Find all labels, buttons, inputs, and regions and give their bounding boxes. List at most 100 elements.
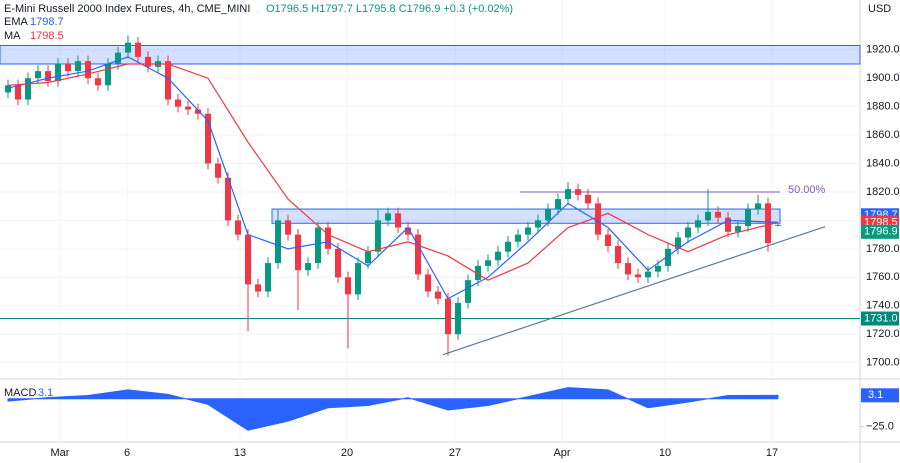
candle-body [595, 203, 601, 235]
candle-body [505, 241, 511, 252]
candle-body [585, 194, 591, 204]
indicator-line [7, 63, 779, 281]
legend-name: EMA [4, 16, 29, 28]
y-tick-label: 1820.0 [866, 186, 900, 198]
candle-body [725, 217, 731, 232]
candle-body [145, 56, 151, 67]
candle-body [705, 211, 711, 221]
candle-body [515, 234, 521, 242]
candle-body [775, 224, 781, 226]
zone [0, 45, 861, 65]
ohlc-readout: O1796.5 H1797.7 L1795.8 C1796.9 +0.3 (+0… [266, 3, 513, 15]
candle-body [195, 109, 201, 114]
legend-name: MA [4, 30, 21, 42]
candle-body [435, 291, 441, 299]
price-badge [861, 388, 899, 403]
candle-body [605, 234, 611, 247]
candle-body [405, 227, 411, 235]
candle-body [95, 78, 101, 86]
candle-body [695, 220, 701, 228]
candle-body [85, 61, 91, 79]
candle-body [385, 213, 391, 221]
legend-name: MACD [4, 387, 36, 399]
x-tick-label: Apr [553, 447, 570, 459]
price-badge-label: 1731.0 [864, 312, 898, 324]
candle-body [675, 237, 681, 249]
fib-label: 50.00% [788, 184, 826, 196]
candle-body [685, 227, 691, 238]
zone [271, 208, 781, 224]
price-badge-label: 3.1 [868, 389, 883, 401]
candle-body [555, 199, 561, 210]
trendline [442, 226, 826, 356]
y-tick-label: 1860.0 [866, 129, 900, 141]
candle-body [735, 226, 741, 232]
x-tick-label: 13 [234, 447, 246, 459]
y-tick-label: 1740.0 [866, 300, 900, 312]
candle-body [285, 220, 291, 235]
candle-body [635, 274, 641, 278]
candle-body [645, 271, 651, 278]
candle-body [125, 42, 131, 53]
price-badge [861, 311, 899, 326]
candle-body [375, 220, 381, 252]
y-tick-label: 1720.0 [866, 328, 900, 340]
candle-body [715, 211, 721, 218]
legend-value: 1798.5 [30, 30, 64, 42]
candle-body [665, 248, 671, 266]
plot: 50.00% [0, 0, 861, 442]
candle-body [525, 227, 531, 235]
candle-body [355, 263, 361, 295]
candle-body [135, 42, 141, 57]
macd-area [7, 387, 779, 431]
candle-body [495, 251, 501, 261]
candle-body [45, 71, 51, 82]
candle-body [295, 234, 301, 271]
candle-body [245, 234, 251, 285]
unit-label: USD [868, 3, 891, 15]
candle-body [255, 284, 261, 292]
y-tick-label: 1920.0 [866, 44, 900, 56]
y-tick-label: −25.0 [866, 421, 894, 433]
candle-body [765, 203, 771, 244]
candle-body [425, 274, 431, 292]
candle-body [345, 277, 351, 295]
x-tick-label: 17 [766, 447, 778, 459]
candle-body [225, 177, 231, 221]
candle-body [325, 227, 331, 249]
candle-body [25, 78, 31, 100]
candle-body [265, 263, 271, 292]
candle-body [445, 298, 451, 335]
candle-body [55, 63, 61, 82]
candle-body [175, 99, 181, 107]
candle-body [395, 213, 401, 228]
y-tick-label: 1880.0 [866, 101, 900, 113]
candle-body [755, 203, 761, 210]
candle-body [625, 263, 631, 275]
chart-title: E-Mini Russell 2000 Index Futures, 4h, C… [4, 3, 250, 15]
candle-body [115, 52, 121, 64]
x-tick-label: 27 [449, 447, 461, 459]
y-tick-label: 1760.0 [866, 271, 900, 283]
x-tick-label: 6 [124, 447, 130, 459]
candle-body [415, 234, 421, 275]
x-tick-label: 10 [659, 447, 671, 459]
candle-body [105, 63, 111, 86]
candle-body [575, 189, 581, 195]
candle-body [465, 280, 471, 303]
candle-body [205, 113, 211, 164]
x-tick-label: Mar [51, 447, 70, 459]
candle-body [745, 209, 751, 227]
y-tick-label: 1900.0 [866, 72, 900, 84]
candle-body [275, 220, 281, 264]
price-badge [861, 224, 899, 239]
candle-body [315, 227, 321, 264]
legend-value: 1798.7 [30, 16, 64, 28]
candle-body [455, 302, 461, 335]
price-badge-label: 1796.9 [864, 226, 898, 238]
candle-body [305, 263, 311, 271]
candle-body [615, 246, 621, 264]
candle-body [485, 260, 491, 266]
